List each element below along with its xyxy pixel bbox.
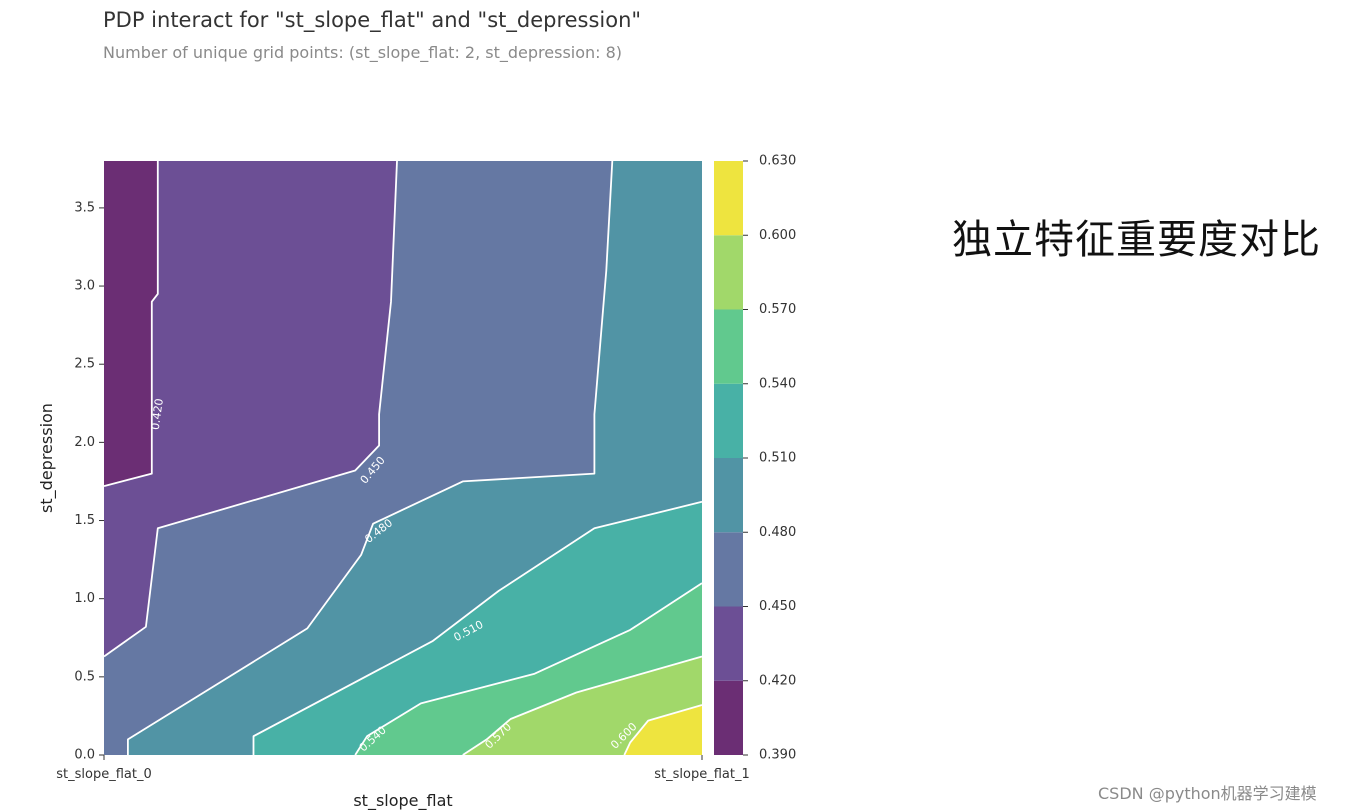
contour-line — [354, 582, 703, 756]
colorbar-tick-label: 0.570 — [759, 302, 796, 317]
colorbar-segment — [714, 458, 743, 533]
contour-band — [104, 161, 158, 487]
contour-line — [103, 161, 159, 487]
colorbar-segment — [714, 161, 743, 236]
colorbar-segment — [714, 235, 743, 310]
colorbar-segment — [714, 606, 743, 681]
colorbar-tick-label: 0.420 — [759, 673, 796, 688]
y-tick-label: 2.5 — [74, 357, 95, 372]
colorbar-tick-label: 0.390 — [759, 748, 796, 763]
x-axis: st_slope_flat_0 st_slope_flat_1 — [56, 755, 750, 782]
x-tick-label: st_slope_flat_1 — [654, 767, 749, 782]
y-tick-label: 3.0 — [74, 279, 95, 294]
chart-title: PDP interact for "st_slope_flat" and "st… — [103, 8, 642, 32]
colorbar-tick-label: 0.630 — [759, 154, 796, 169]
contour-line — [103, 160, 398, 658]
y-tick-label: 1.5 — [74, 513, 95, 528]
contour-label: 0.420 — [149, 398, 166, 431]
contour-line — [252, 500, 703, 755]
watermark: CSDN @python机器学习建模 — [1098, 784, 1317, 803]
y-tick-label: 3.5 — [74, 200, 95, 215]
colorbar-tick-label: 0.540 — [759, 376, 796, 391]
contour-line — [462, 655, 703, 756]
x-axis-label: st_slope_flat — [353, 791, 452, 810]
chart-subtitle: Number of unique grid points: (st_slope_… — [103, 43, 623, 62]
colorbar-tick-label: 0.480 — [759, 525, 796, 540]
y-tick-label: 0.5 — [74, 669, 95, 684]
contour-lines — [103, 160, 703, 756]
contour-band — [104, 161, 398, 657]
y-axis-label: st_depression — [37, 403, 57, 513]
y-tick-label: 1.0 — [74, 591, 95, 606]
y-tick-label: 0.0 — [74, 748, 95, 763]
contour-bands — [104, 161, 702, 755]
colorbar-tick-label: 0.450 — [759, 599, 796, 614]
side-caption: 独立特征重要度对比 — [952, 217, 1321, 263]
colorbar-segment — [714, 680, 743, 755]
contour-line — [127, 160, 614, 755]
colorbar-tick-label: 0.600 — [759, 228, 796, 243]
colorbar-segment — [714, 309, 743, 384]
y-axis: 0.0 0.5 1.0 1.5 2.0 2.5 3.0 3.5 — [74, 200, 104, 763]
colorbar-segment — [714, 383, 743, 458]
colorbar: 0.390 0.420 0.450 0.480 0.510 0.540 0.570 0.600… — [714, 154, 796, 763]
colorbar-segment — [714, 532, 743, 607]
x-tick-label: st_slope_flat_0 — [56, 767, 151, 782]
y-tick-label: 2.0 — [74, 435, 95, 450]
colorbar-tick-label: 0.510 — [759, 451, 796, 466]
contour-line — [623, 704, 703, 756]
